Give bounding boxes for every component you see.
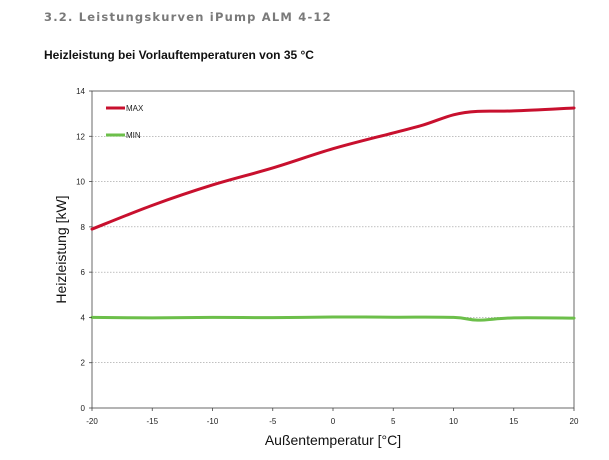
y-tick-label: 8: [81, 223, 86, 232]
x-tick-label: 0: [331, 417, 336, 426]
x-tick-label: -15: [146, 417, 158, 426]
x-tick-label: -5: [269, 417, 277, 426]
x-tick-label: 15: [509, 417, 518, 426]
section-title: 3.2. Leistungskurven iPump ALM 4-12: [44, 10, 332, 24]
y-tick-label: 0: [81, 404, 86, 413]
y-tick-label: 4: [81, 313, 86, 322]
grid-layer: [92, 135, 574, 364]
plot-frame: [91, 90, 575, 409]
y-tick-label: 6: [81, 268, 86, 277]
x-axis-label: Außentemperatur [°C]: [265, 432, 401, 448]
y-tick-label: 2: [81, 359, 86, 368]
tick-layer: 0 2 4 6 8 10 12 14 -20 -15 -10 -5 0 5 10 15 20: [76, 87, 579, 426]
x-tick-label: -10: [207, 417, 219, 426]
legend-label-min: MIN: [126, 131, 141, 140]
x-tick-label: 10: [449, 417, 458, 426]
series-line-max: [90, 106, 576, 231]
legend-label-max: MAX: [126, 104, 144, 113]
y-tick-label: 10: [76, 178, 85, 187]
chart-title: Heizleistung bei Vorlauftemperaturen von…: [44, 48, 314, 62]
x-tick-label: 5: [391, 417, 396, 426]
series-layer: [90, 106, 576, 322]
legend: MAX MIN: [106, 104, 144, 140]
y-tick-label: 14: [76, 87, 85, 96]
y-axis-label: Heizleistung [kW]: [53, 195, 69, 303]
x-tick-label: -20: [86, 417, 98, 426]
y-tick-label: 12: [76, 132, 85, 141]
x-tick-label: 20: [570, 417, 579, 426]
series-line-min: [90, 315, 576, 322]
